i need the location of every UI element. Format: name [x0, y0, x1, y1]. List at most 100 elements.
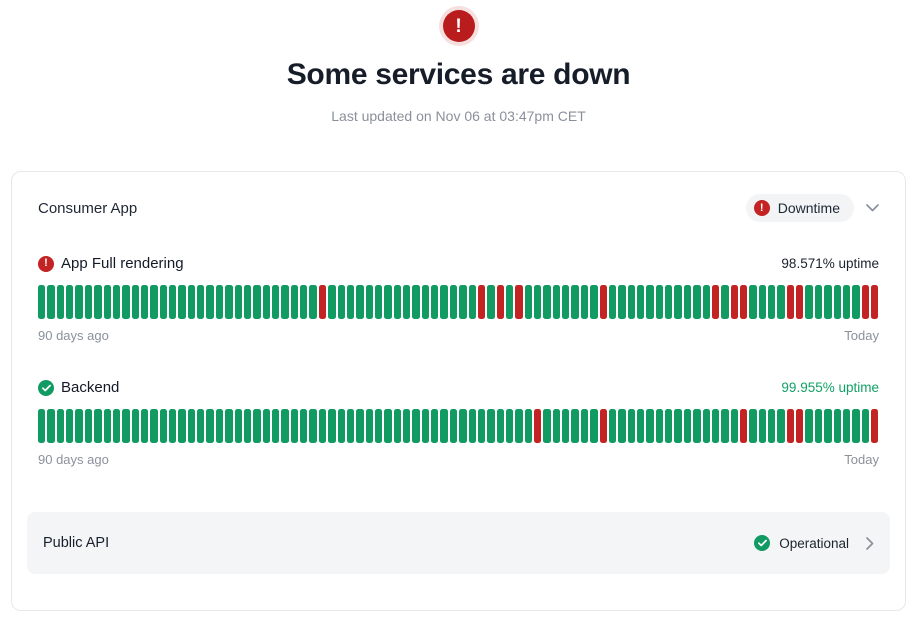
uptime-percentage: 99.955% uptime	[781, 380, 879, 395]
uptime-day-segment	[131, 409, 139, 443]
uptime-day-segment	[356, 285, 364, 319]
uptime-day-segment	[824, 409, 832, 443]
uptime-day-segment	[852, 285, 860, 319]
uptime-bar	[38, 285, 879, 319]
range-end-label: Today	[844, 452, 879, 467]
uptime-day-segment	[122, 285, 130, 319]
uptime-day-segment	[290, 285, 299, 319]
uptime-day-segment	[300, 409, 308, 443]
uptime-day-segment	[683, 285, 692, 319]
uptime-day-segment	[505, 285, 514, 319]
uptime-day-segment	[739, 409, 748, 443]
uptime-day-segment	[356, 409, 364, 443]
uptime-day-segment	[431, 285, 439, 319]
service-status-label: Operational	[779, 535, 849, 551]
uptime-day-segment	[206, 409, 214, 443]
page-header: ! Some services are down Last updated on…	[0, 0, 917, 124]
uptime-day-segment	[768, 285, 776, 319]
uptime-day-segment	[674, 285, 682, 319]
uptime-day-segment	[215, 285, 224, 319]
uptime-day-segment	[412, 409, 420, 443]
uptime-day-segment	[38, 409, 46, 443]
uptime-day-segment	[562, 409, 570, 443]
uptime-day-segment	[637, 285, 645, 319]
uptime-day-segment	[234, 409, 242, 443]
uptime-day-segment	[693, 285, 701, 319]
uptime-day-segment	[468, 409, 476, 443]
uptime-day-segment	[833, 409, 841, 443]
uptime-day-segment	[178, 409, 186, 443]
service-name: Backend	[61, 379, 120, 396]
uptime-day-segment	[421, 409, 430, 443]
uptime-day-segment	[262, 285, 270, 319]
group-status-badge[interactable]: ! Downtime	[745, 194, 854, 222]
uptime-day-segment	[75, 285, 83, 319]
alert-exclamation-icon: !	[442, 10, 475, 42]
uptime-day-segment	[534, 409, 542, 443]
uptime-day-segment	[84, 285, 93, 319]
uptime-day-segment	[842, 285, 851, 319]
uptime-day-segment	[94, 285, 102, 319]
uptime-day-segment	[711, 285, 720, 319]
uptime-day-segment	[309, 409, 317, 443]
range-end-label: Today	[844, 328, 879, 343]
uptime-day-segment	[468, 285, 476, 319]
uptime-day-segment	[571, 285, 579, 319]
service-backend: Backend 99.955% uptime 90 days ago Today	[38, 379, 879, 467]
uptime-day-segment	[852, 409, 860, 443]
uptime-day-segment	[477, 285, 486, 319]
uptime-day-segment	[524, 409, 533, 443]
uptime-day-segment	[777, 409, 785, 443]
uptime-day-segment	[140, 409, 149, 443]
service-name: App Full rendering	[61, 255, 184, 272]
uptime-day-segment	[328, 285, 336, 319]
range-start-label: 90 days ago	[38, 328, 109, 343]
uptime-day-segment	[365, 409, 373, 443]
group-header: Consumer App ! Downtime	[38, 194, 879, 222]
uptime-day-segment	[122, 409, 130, 443]
uptime-day-segment	[683, 409, 692, 443]
service-row-public-api[interactable]: Public API Operational	[27, 512, 890, 574]
uptime-day-segment	[580, 285, 589, 319]
chevron-right-icon[interactable]	[866, 536, 874, 550]
uptime-day-segment	[870, 409, 879, 443]
uptime-day-segment	[384, 285, 392, 319]
uptime-day-segment	[543, 285, 551, 319]
uptime-day-segment	[225, 409, 233, 443]
uptime-day-segment	[768, 409, 776, 443]
uptime-day-segment	[870, 285, 879, 319]
uptime-bar-labels: 90 days ago Today	[38, 452, 879, 467]
uptime-day-segment	[786, 285, 795, 319]
uptime-day-segment	[608, 285, 617, 319]
group-name: Consumer App	[38, 199, 138, 217]
card-content: Consumer App ! Downtime ! App Full rende…	[12, 172, 905, 467]
uptime-day-segment	[805, 409, 813, 443]
service-head: ! App Full rendering 98.571% uptime	[38, 255, 879, 272]
uptime-day-segment	[552, 409, 561, 443]
uptime-day-segment	[674, 409, 682, 443]
uptime-day-segment	[169, 409, 177, 443]
uptime-day-segment	[449, 409, 458, 443]
uptime-day-segment	[693, 409, 701, 443]
uptime-day-segment	[253, 409, 261, 443]
uptime-day-segment	[459, 285, 467, 319]
last-updated-text: Last updated on Nov 06 at 03:47pm CET	[331, 108, 586, 124]
uptime-day-segment	[805, 285, 813, 319]
chevron-down-icon[interactable]	[866, 204, 879, 212]
uptime-day-segment	[337, 285, 345, 319]
uptime-day-segment	[131, 285, 139, 319]
uptime-day-segment	[225, 285, 233, 319]
service-app-full-rendering: ! App Full rendering 98.571% uptime 90 d…	[38, 255, 879, 343]
uptime-day-segment	[140, 285, 149, 319]
uptime-day-segment	[403, 409, 411, 443]
uptime-day-segment	[384, 409, 392, 443]
uptime-day-segment	[47, 409, 55, 443]
uptime-day-segment	[758, 285, 767, 319]
uptime-day-segment	[459, 409, 467, 443]
uptime-day-segment	[66, 409, 74, 443]
check-circle-icon	[754, 535, 771, 551]
uptime-day-segment	[449, 285, 458, 319]
uptime-day-segment	[178, 285, 186, 319]
uptime-day-segment	[627, 409, 635, 443]
uptime-day-segment	[655, 285, 664, 319]
